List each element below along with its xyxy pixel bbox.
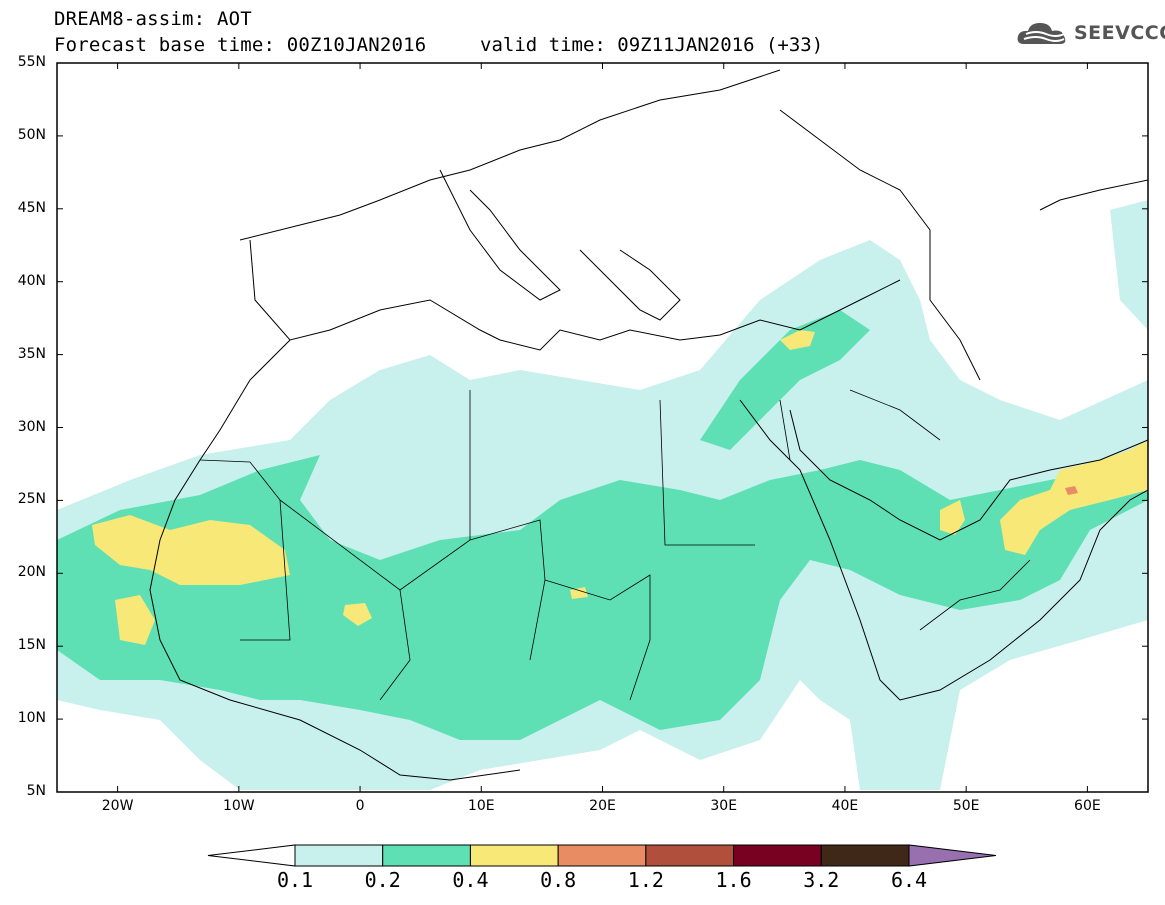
cloud-icon [1017, 23, 1066, 44]
aot-level-0-2 [57, 310, 1148, 740]
country-borders [199, 389, 1031, 701]
lat-label: 55N [17, 54, 46, 70]
lon-label: 10E [467, 798, 495, 814]
colorbar-label: 1.6 [715, 868, 752, 892]
lon-label: 0 [355, 798, 365, 814]
colorbar-box [820, 844, 910, 867]
colorbar-label: 3.2 [803, 868, 840, 892]
colorbar-box [557, 844, 647, 867]
map-title: DREAM8-assim: AOT [54, 8, 252, 30]
colorbar-box [645, 844, 735, 867]
colorbar-label: 0.4 [452, 868, 489, 892]
coastlines [149, 69, 1148, 781]
lat-label: 40N [17, 272, 46, 289]
colorbar-label: 0.2 [364, 868, 401, 892]
colorbar-box [469, 844, 559, 867]
lon-label: 40E [831, 798, 859, 814]
colorbar-label: 0.8 [540, 868, 577, 892]
lat-label: 45N [17, 199, 46, 216]
lat-label: 30N [17, 418, 46, 435]
colorbar-low-arrow [207, 844, 296, 867]
lon-label: 60E [1074, 798, 1101, 814]
colorbar-label: 6.4 [890, 868, 928, 892]
lon-label: 20W [101, 798, 134, 814]
lat-label: 15N [17, 637, 46, 654]
forecast-base-time: Forecast base time: 00Z10JAN2016 [54, 34, 427, 56]
lat-label: 20N [17, 564, 46, 581]
aot-level-0-4 [92, 330, 1148, 645]
lat-label: 35N [17, 345, 46, 362]
lat-label: 5N [26, 783, 46, 799]
colorbar-label: 1.2 [627, 868, 664, 892]
colorbar-box [294, 844, 384, 867]
colorbar-box [382, 844, 471, 867]
colorbar-box [733, 844, 822, 867]
lon-label: 20E [589, 798, 616, 814]
lon-label: 30E [710, 798, 738, 814]
logo-text: SEEVCCC [1074, 22, 1165, 44]
colorbar [207, 844, 997, 867]
lon-label: 10W [222, 798, 255, 814]
lat-label: 50N [17, 126, 46, 143]
colorbar-label: 0.1 [276, 868, 314, 892]
axis-ticks [57, 62, 1148, 793]
lat-label: 25N [17, 491, 46, 508]
aot-level-0-8 [1065, 486, 1078, 495]
lat-label: 10N [17, 710, 46, 727]
colorbar-high-arrow [908, 844, 997, 867]
valid-time: valid time: 09Z11JAN2016 (+33) [480, 34, 824, 56]
seevccc-logo: SEEVCCC [1016, 20, 1165, 46]
aot-field [57, 200, 1148, 790]
lon-label: 50E [952, 798, 980, 814]
